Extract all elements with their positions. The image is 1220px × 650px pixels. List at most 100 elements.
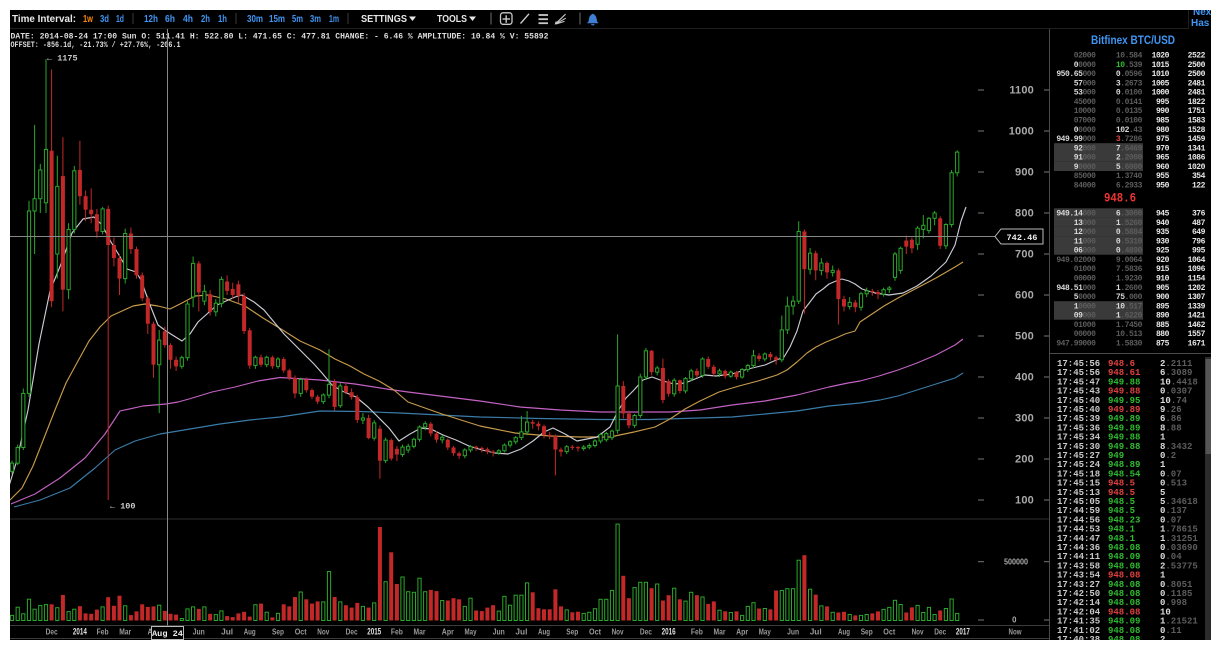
svg-text:1.3740: 1.3740 xyxy=(1116,172,1143,181)
svg-text:948.09: 948.09 xyxy=(1108,552,1140,562)
svg-text:0.998: 0.998 xyxy=(1160,598,1187,608)
svg-text:Mar: Mar xyxy=(714,627,727,637)
svg-text:300: 300 xyxy=(1015,413,1034,425)
svg-text:Bitfinex BTC/USD: Bitfinex BTC/USD xyxy=(1091,33,1175,47)
svg-text:1h: 1h xyxy=(218,13,227,25)
svg-text:1086: 1086 xyxy=(1188,154,1206,163)
svg-text:925: 925 xyxy=(1156,247,1170,256)
svg-text:10.4418: 10.4418 xyxy=(1160,377,1198,387)
svg-text:01000: 01000 xyxy=(1074,265,1096,274)
svg-text:700: 700 xyxy=(1015,249,1034,261)
svg-text:1100: 1100 xyxy=(1009,85,1034,97)
svg-text:1: 1 xyxy=(1160,433,1166,443)
svg-text:948.08: 948.08 xyxy=(1108,589,1140,599)
svg-text:1000: 1000 xyxy=(1009,126,1034,138)
svg-text:1w: 1w xyxy=(83,13,94,25)
svg-text:Feb: Feb xyxy=(691,627,703,637)
svg-text:Oct: Oct xyxy=(295,627,307,637)
svg-text:TOOLS: TOOLS xyxy=(437,13,467,25)
svg-text:949: 949 xyxy=(1108,451,1124,461)
svg-text:Mar: Mar xyxy=(414,627,427,637)
svg-text:949.95: 949.95 xyxy=(1108,396,1140,406)
svg-text:900: 900 xyxy=(1015,167,1034,179)
svg-text:17:44:56: 17:44:56 xyxy=(1057,515,1100,525)
svg-text:1421: 1421 xyxy=(1188,312,1206,321)
svg-text:17:42:50: 17:42:50 xyxy=(1057,589,1100,599)
svg-text:17:41:02: 17:41:02 xyxy=(1057,626,1100,636)
svg-text:0.513: 0.513 xyxy=(1160,479,1187,489)
svg-text:935: 935 xyxy=(1156,228,1170,237)
svg-text:6.3000: 6.3000 xyxy=(1116,210,1143,219)
svg-text:7.5836: 7.5836 xyxy=(1116,265,1143,274)
svg-text:Oct: Oct xyxy=(883,627,895,637)
svg-text:3m: 3m xyxy=(310,13,321,25)
svg-text:930: 930 xyxy=(1156,237,1170,246)
svg-text:17:45:15: 17:45:15 xyxy=(1057,479,1100,489)
svg-text:1.7450: 1.7450 xyxy=(1116,321,1143,330)
svg-text:00000: 00000 xyxy=(1074,330,1096,339)
svg-text:Nov: Nov xyxy=(612,627,624,637)
svg-text:1: 1 xyxy=(1160,460,1166,470)
svg-text:Jun: Jun xyxy=(493,627,505,637)
svg-text:53000: 53000 xyxy=(1074,89,1096,98)
svg-text:949.89: 949.89 xyxy=(1108,414,1140,424)
svg-text:7.6469: 7.6469 xyxy=(1116,144,1143,153)
svg-text:948.1: 948.1 xyxy=(1108,525,1136,535)
svg-text:1459: 1459 xyxy=(1188,135,1206,144)
svg-text:948.5: 948.5 xyxy=(1108,506,1135,516)
svg-text:1020: 1020 xyxy=(1152,52,1170,61)
svg-text:995: 995 xyxy=(1192,247,1206,256)
svg-text:376: 376 xyxy=(1192,210,1206,219)
svg-text:948.61: 948.61 xyxy=(1108,368,1141,378)
svg-text:1.5260: 1.5260 xyxy=(1116,219,1143,228)
svg-text:0.0596: 0.0596 xyxy=(1116,70,1143,79)
svg-text:4h: 4h xyxy=(183,13,193,25)
svg-text:949.02000: 949.02000 xyxy=(1056,256,1096,265)
svg-text:980: 980 xyxy=(1156,126,1170,135)
svg-text:Jul: Jul xyxy=(221,627,233,637)
svg-text:1064: 1064 xyxy=(1188,256,1206,265)
svg-text:17:45:39: 17:45:39 xyxy=(1057,414,1100,424)
svg-text:17:45:47: 17:45:47 xyxy=(1057,377,1100,387)
svg-text:947.99000: 947.99000 xyxy=(1056,340,1096,349)
svg-text:17:44:36: 17:44:36 xyxy=(1057,543,1100,553)
svg-text:6h: 6h xyxy=(165,13,175,25)
svg-text:06000: 06000 xyxy=(1074,247,1096,256)
svg-text:10000: 10000 xyxy=(1074,302,1096,311)
svg-text:875: 875 xyxy=(1156,340,1170,349)
svg-text:910: 910 xyxy=(1156,275,1170,284)
svg-text:948.5: 948.5 xyxy=(1108,488,1135,498)
svg-text:00000: 00000 xyxy=(1074,61,1096,70)
svg-text:6.86: 6.86 xyxy=(1160,414,1182,424)
svg-text:1020: 1020 xyxy=(1188,163,1206,172)
svg-text:1583: 1583 xyxy=(1188,117,1206,126)
svg-text:122: 122 xyxy=(1192,182,1206,191)
svg-text:948.23: 948.23 xyxy=(1108,515,1140,525)
svg-text:2h: 2h xyxy=(201,13,210,25)
svg-text:91000: 91000 xyxy=(1074,154,1096,163)
svg-text:2015: 2015 xyxy=(367,627,381,637)
svg-text:965: 965 xyxy=(1156,154,1170,163)
svg-text:0.03690: 0.03690 xyxy=(1160,543,1198,553)
svg-text:920: 920 xyxy=(1156,256,1170,265)
svg-text:885: 885 xyxy=(1156,321,1170,330)
svg-text:17:45:27: 17:45:27 xyxy=(1057,451,1100,461)
svg-text:17:45:36: 17:45:36 xyxy=(1057,423,1100,433)
svg-text:1000: 1000 xyxy=(1152,89,1170,98)
svg-text:948.5: 948.5 xyxy=(1108,497,1135,507)
svg-text:487: 487 xyxy=(1192,219,1206,228)
svg-text:949.88: 949.88 xyxy=(1108,433,1140,443)
svg-text:949.88: 949.88 xyxy=(1108,387,1140,397)
svg-text:0.5884: 0.5884 xyxy=(1116,228,1143,237)
svg-text:Has: Has xyxy=(1191,18,1210,29)
svg-text:2.2111: 2.2111 xyxy=(1160,359,1193,369)
svg-text:Aug 24: Aug 24 xyxy=(152,629,183,639)
svg-text:Aug: Aug xyxy=(538,627,550,637)
svg-text:2016: 2016 xyxy=(662,627,676,637)
svg-text:949.88: 949.88 xyxy=(1108,442,1140,452)
svg-text:30m: 30m xyxy=(247,13,263,25)
svg-text:400: 400 xyxy=(1015,372,1034,384)
svg-text:May: May xyxy=(759,627,771,637)
svg-text:1d: 1d xyxy=(116,13,124,25)
svg-text:0.1185: 0.1185 xyxy=(1160,589,1192,599)
